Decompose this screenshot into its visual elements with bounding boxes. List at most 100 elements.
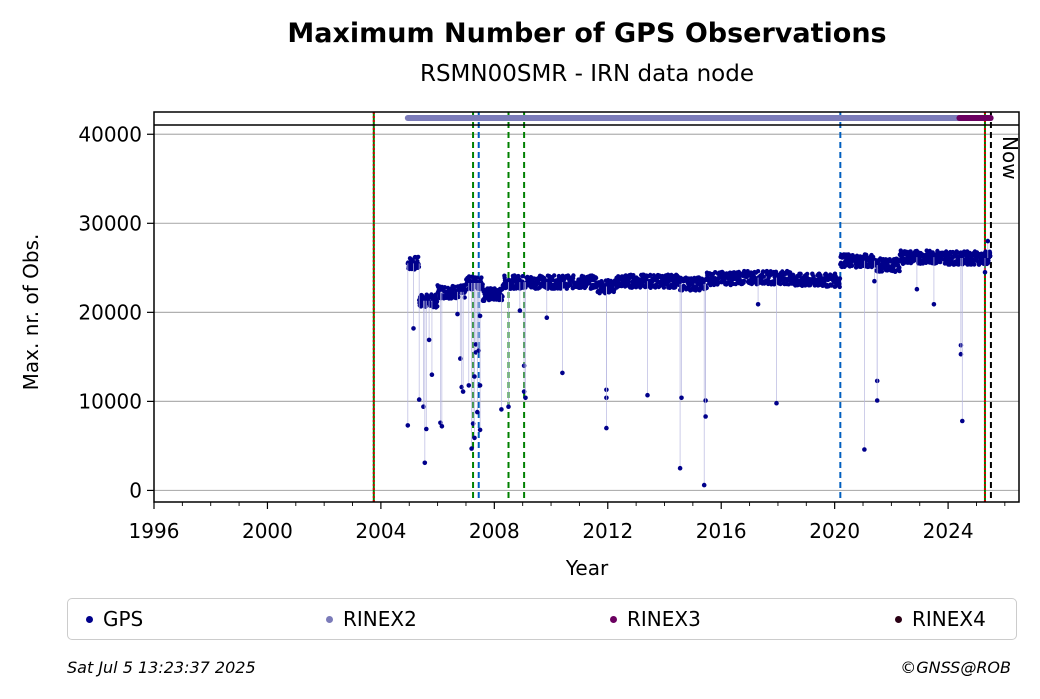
gps-observation-point (679, 395, 684, 401)
gps-observation-point (837, 276, 843, 281)
gps-observation-point (938, 259, 943, 265)
gps-observation-point (500, 294, 505, 299)
gps-observation-point (422, 460, 428, 466)
gps-observation-point (479, 275, 484, 280)
x-tick-label: 2024 (923, 519, 974, 543)
gps-observation-point (517, 308, 523, 313)
gps-observation-point (741, 278, 747, 283)
y-tick-label: 0 (129, 478, 142, 502)
gps-observation-point (897, 265, 902, 270)
legend-item-rinex2: RINEX2 (326, 607, 417, 631)
legend-label-gps: GPS (103, 607, 144, 631)
x-tick-label: 2008 (469, 519, 520, 543)
gps-observation-point (568, 282, 573, 287)
y-tick-label: 40000 (78, 122, 142, 146)
gps-observation-point (506, 404, 511, 410)
x-tick-label: 2004 (355, 519, 406, 543)
gps-observation-point (703, 414, 708, 419)
gps-observation-point (862, 447, 867, 452)
footer-timestamp: Sat Jul 5 13:23:37 2025 (67, 658, 256, 677)
gps-observation-point (462, 295, 467, 300)
gps-observation-point (548, 281, 553, 286)
gps-observation-point (849, 263, 855, 268)
gps-observation-point (571, 273, 576, 278)
gps-observation-point (426, 337, 432, 343)
gps-observation-point (472, 435, 477, 441)
legend-item-gps: GPS (86, 607, 143, 631)
legend-marker-rinex4 (895, 615, 902, 623)
gps-observation-point (805, 271, 810, 277)
gps-observation-point (460, 389, 466, 394)
gps-observation-point (435, 304, 440, 309)
gps-observation-point (474, 275, 480, 280)
gps-observation-point (411, 326, 416, 331)
gps-observation-point (434, 299, 440, 304)
gps-observation-point (761, 274, 766, 279)
gps-observation-point (972, 262, 977, 267)
gps-observation-point (648, 272, 653, 278)
gps-observation-point (982, 270, 988, 275)
gps-observation-point (914, 286, 920, 292)
gps-observation-point (523, 395, 528, 401)
gps-observation-point (760, 269, 766, 274)
legend-item-rinex4: RINEX4 (895, 607, 986, 631)
gps-observation-point (955, 249, 960, 255)
gps-observation-point (405, 423, 411, 428)
gps-observation-point (778, 281, 783, 287)
gps-observation-point (774, 400, 779, 406)
gps-observation-point (988, 253, 993, 259)
gps-observation-point (986, 258, 991, 263)
gps-observation-point (466, 383, 472, 388)
gps-observation-point (626, 279, 632, 284)
gps-observation-point (879, 269, 885, 274)
gps-observation-point (755, 269, 761, 274)
gps-observation-point (872, 278, 877, 284)
gps-observation-point (897, 268, 902, 274)
gps-observation-point (837, 284, 842, 290)
gps-observation-point (593, 275, 599, 281)
gps-observation-point (604, 425, 609, 431)
gps-observation-point (520, 274, 525, 279)
gps-observation-point (416, 397, 422, 402)
gps-observation-point (874, 398, 880, 403)
plot-frame (153, 111, 1020, 503)
y-tick-label: 20000 (78, 300, 142, 324)
gps-observation-point (477, 383, 483, 388)
legend-label-rinex4: RINEX4 (912, 607, 986, 631)
legend-marker-rinex3 (610, 615, 617, 623)
gps-observation-point (416, 254, 421, 260)
y-tick-label: 30000 (78, 211, 142, 235)
gps-observation-point (552, 273, 557, 278)
gps-observation-point (798, 271, 803, 276)
chart-subtitle: RSMN00SMR - IRN data node (420, 61, 754, 87)
y-tick-label: 10000 (78, 389, 142, 413)
legend-item-rinex3: RINEX3 (610, 607, 701, 631)
now-label: Now (998, 136, 1022, 180)
gps-observation-point (455, 311, 460, 317)
legend-label-rinex2: RINEX2 (343, 607, 417, 631)
plot-area: 0 10000 20000 30000 40000 1996 2000 2004 2008 201… (78, 111, 1022, 543)
x-tick-label: 2020 (809, 519, 860, 543)
gps-observation-point (439, 424, 445, 429)
gps-observation-point (780, 269, 785, 274)
x-tick-label: 2000 (242, 519, 293, 543)
gps-observation-point (661, 285, 667, 290)
gps-observation-point (931, 302, 937, 307)
y-axis-label: Max. nr. of Obs. (19, 234, 43, 391)
legend-marker-rinex2 (326, 615, 333, 623)
gps-observation-point (677, 465, 683, 471)
gps-observation-point (544, 315, 550, 321)
x-axis-label: Year (565, 556, 609, 580)
gps-observation-point (755, 302, 761, 307)
gps-observation-point (985, 238, 991, 244)
gps-observation-point (469, 446, 474, 451)
gps-observation-point (429, 372, 435, 378)
gps-observation-point (560, 370, 565, 376)
gps-observation-point (424, 426, 429, 432)
gps-observation-point (477, 313, 483, 319)
gps-observation-point (499, 407, 504, 412)
gps-observation-point (704, 285, 709, 291)
gps-observation-point (499, 297, 505, 303)
footer-copyright: ©GNSS@ROB (900, 658, 1011, 677)
